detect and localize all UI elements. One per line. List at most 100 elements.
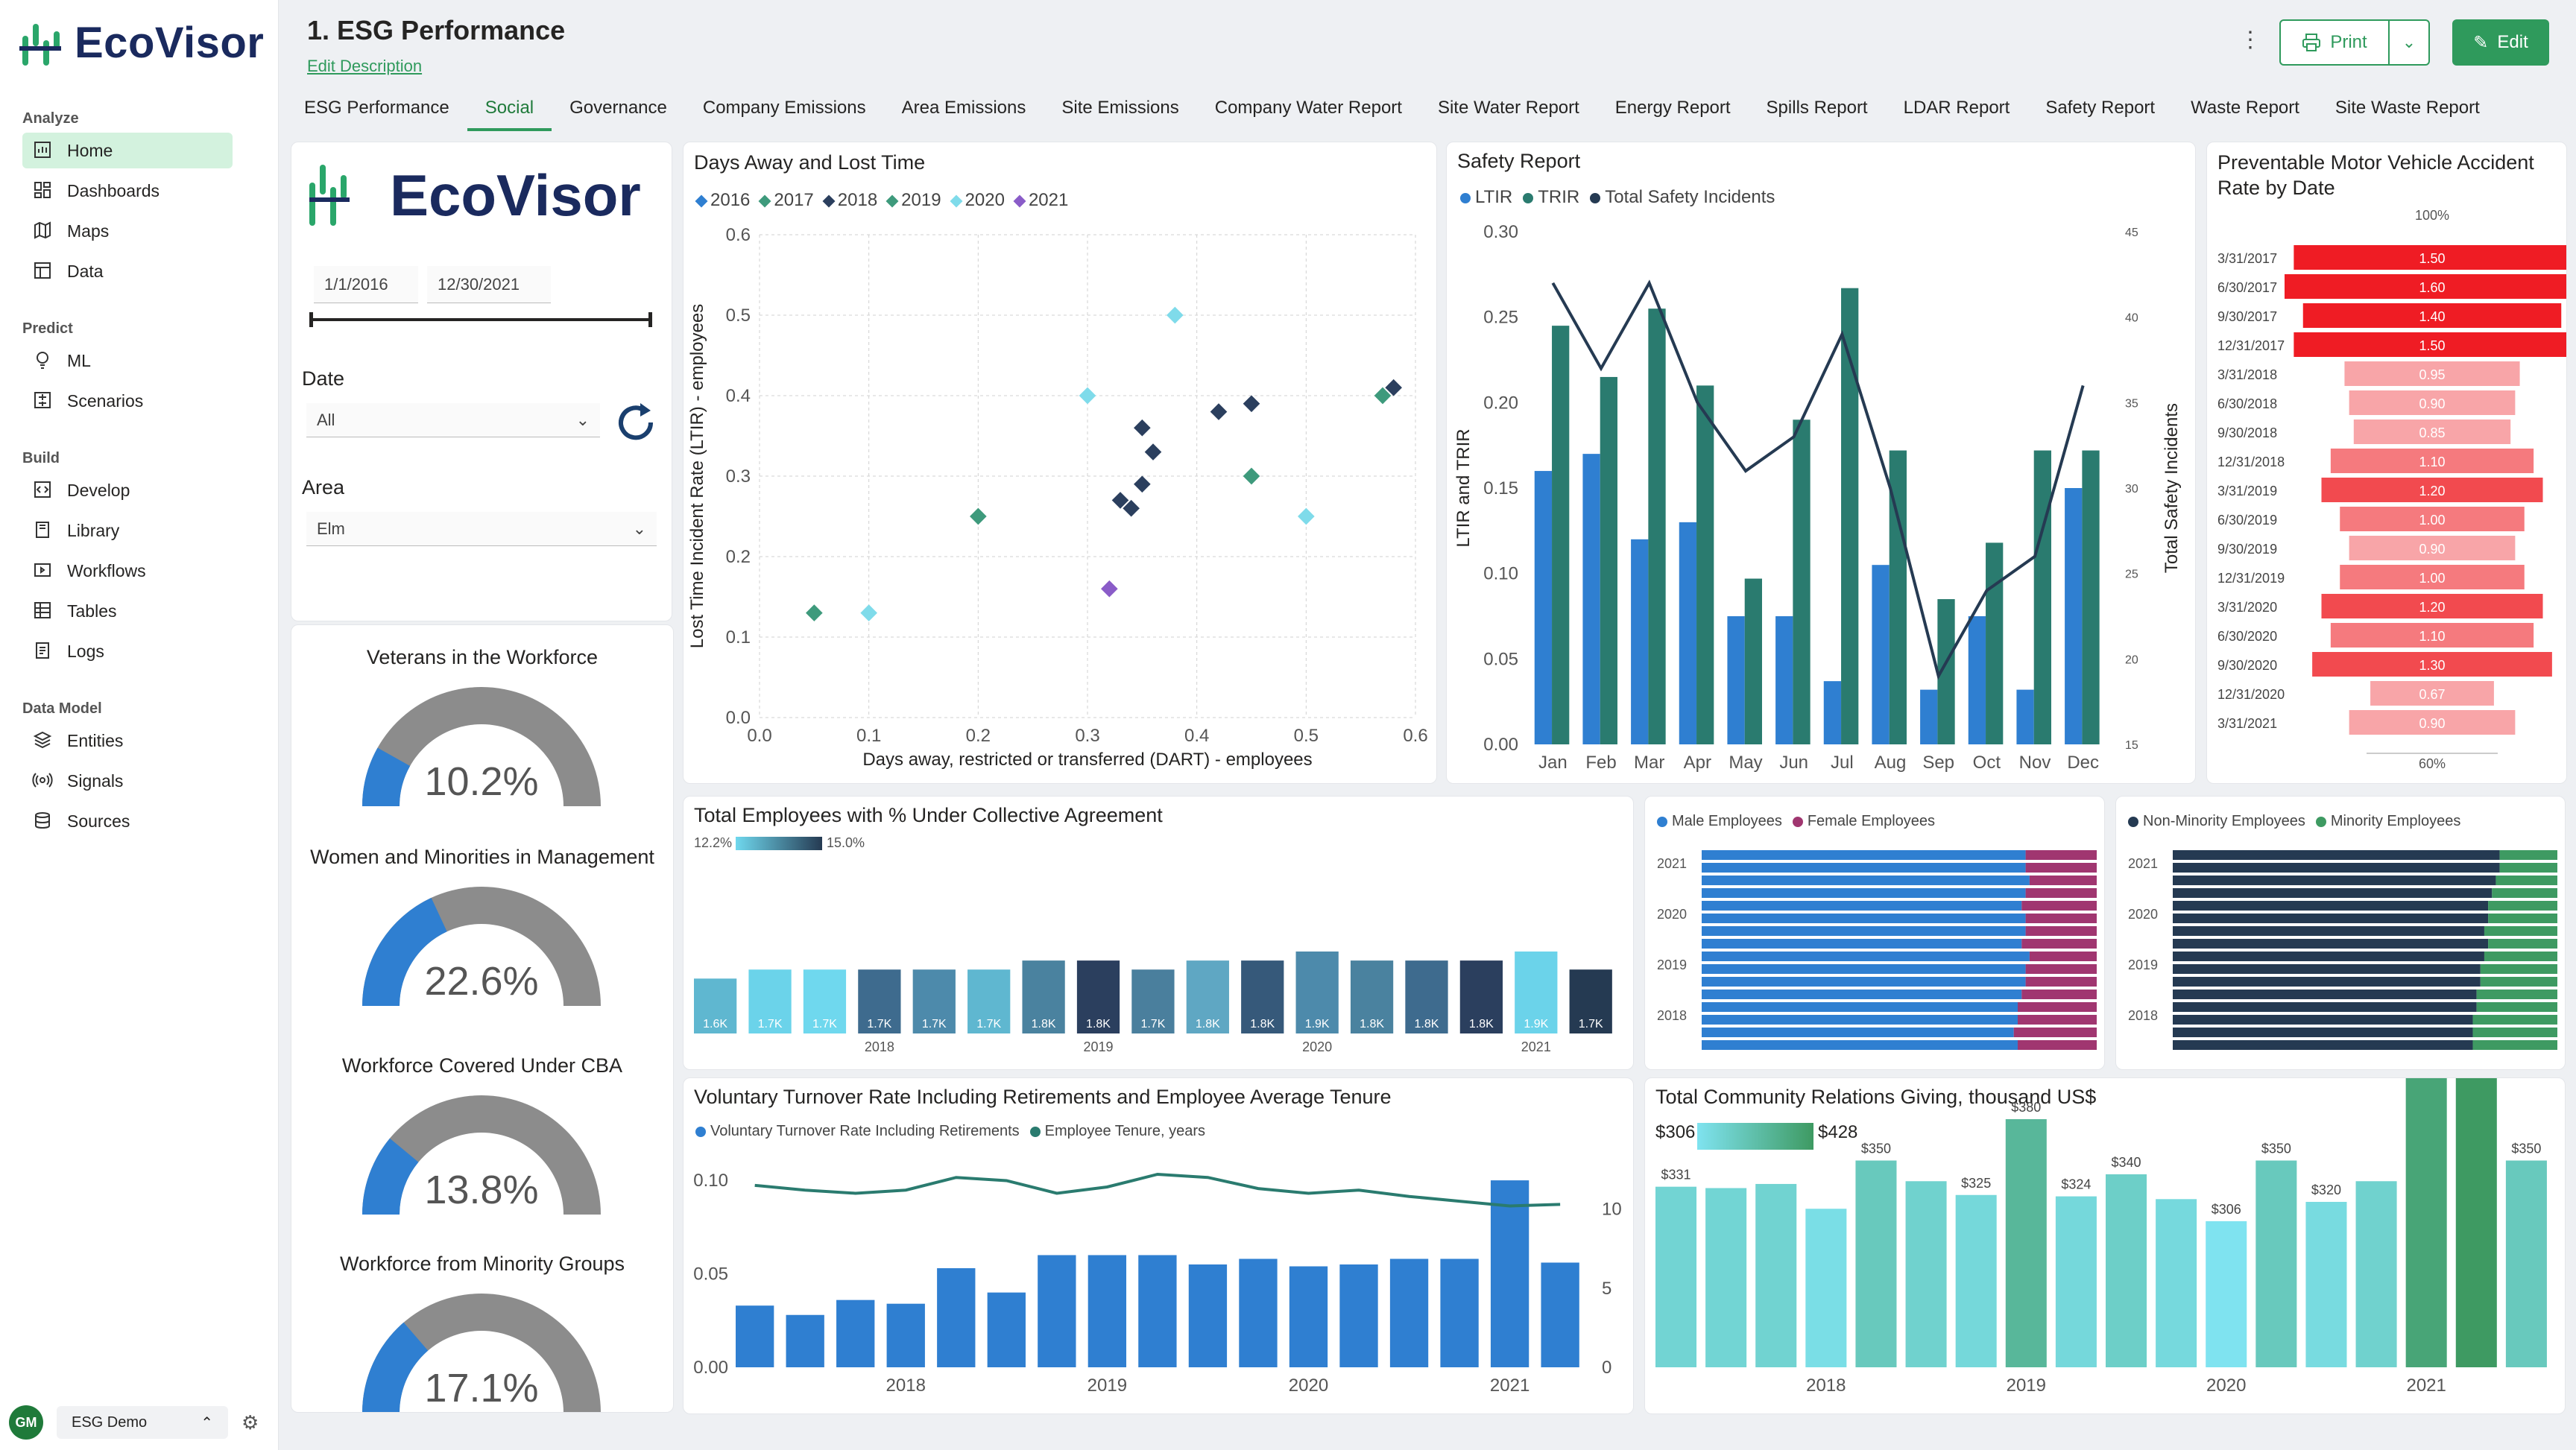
bar[interactable]: [1038, 1255, 1076, 1367]
bar[interactable]: [1552, 326, 1570, 745]
sidebar-item-develop[interactable]: Develop: [22, 472, 233, 508]
bar[interactable]: [803, 969, 847, 1033]
print-button[interactable]: Print: [2279, 19, 2390, 66]
bar[interactable]: [1186, 960, 1229, 1033]
legend-item[interactable]: Male Employees: [1657, 813, 1782, 830]
bar[interactable]: [2294, 332, 2567, 357]
bar[interactable]: [1805, 1209, 1847, 1367]
bar[interactable]: [1631, 539, 1649, 744]
bar[interactable]: [1744, 578, 1762, 744]
bar-segment[interactable]: [2025, 888, 2097, 898]
bar-segment[interactable]: [2018, 1015, 2097, 1025]
sidebar-item-data[interactable]: Data: [22, 253, 233, 289]
bar-segment[interactable]: [2018, 1040, 2097, 1050]
bar[interactable]: [2344, 361, 2520, 386]
legend-item[interactable]: 2019: [886, 190, 941, 211]
bar[interactable]: [1138, 1255, 1177, 1367]
bar[interactable]: [2321, 594, 2543, 618]
bar[interactable]: [2294, 245, 2567, 270]
bar-segment[interactable]: [1702, 850, 2026, 860]
bar[interactable]: [1339, 1264, 1378, 1367]
bar[interactable]: [2330, 449, 2534, 473]
bar-segment[interactable]: [2013, 1028, 2097, 1037]
bar[interactable]: [1582, 454, 1600, 744]
bar[interactable]: [786, 1314, 824, 1367]
bar[interactable]: [1705, 1188, 1747, 1368]
bar-segment[interactable]: [2488, 939, 2557, 949]
legend-item[interactable]: Non-Minority Employees: [2128, 813, 2305, 830]
bar-segment[interactable]: [1702, 926, 2026, 936]
bar-segment[interactable]: [2173, 863, 2500, 873]
bar[interactable]: [1775, 616, 1793, 744]
bar[interactable]: [1655, 1186, 1697, 1367]
bar-segment[interactable]: [1702, 939, 2022, 949]
legend-item[interactable]: Voluntary Turnover Rate Including Retire…: [695, 1123, 1020, 1140]
date-range-slider[interactable]: [309, 312, 652, 327]
bar-segment[interactable]: [1702, 876, 2030, 885]
tab-ldar-report[interactable]: LDAR Report: [1903, 98, 2010, 118]
bar[interactable]: [2302, 303, 2562, 328]
data-point[interactable]: [1134, 475, 1151, 493]
bar[interactable]: [1955, 1194, 1997, 1367]
bar-segment[interactable]: [2025, 850, 2097, 860]
bar[interactable]: [1131, 969, 1175, 1033]
bar-segment[interactable]: [2025, 964, 2097, 974]
data-point[interactable]: [1123, 499, 1140, 517]
sidebar-item-logs[interactable]: Logs: [22, 633, 233, 669]
bar-segment[interactable]: [2173, 850, 2500, 860]
bar-segment[interactable]: [2173, 1028, 2473, 1037]
data-point[interactable]: [1210, 403, 1228, 420]
bar[interactable]: [1823, 681, 1842, 744]
date-select[interactable]: All ⌄: [306, 403, 600, 437]
bar[interactable]: [2349, 536, 2516, 560]
bar-segment[interactable]: [2025, 977, 2097, 987]
bar-segment[interactable]: [2492, 888, 2557, 898]
bar-segment[interactable]: [2173, 1015, 2473, 1025]
bar[interactable]: [2340, 507, 2525, 531]
bar[interactable]: [2330, 623, 2534, 648]
bar[interactable]: [2206, 1221, 2247, 1367]
bar-segment[interactable]: [1702, 964, 2026, 974]
bar[interactable]: [1405, 960, 1448, 1033]
legend-item[interactable]: Female Employees: [1792, 813, 1935, 830]
tab-site-emissions[interactable]: Site Emissions: [1061, 98, 1179, 118]
bar[interactable]: [886, 1303, 925, 1367]
sidebar-item-workflows[interactable]: Workflows: [22, 553, 233, 589]
more-options-icon[interactable]: ⋮: [2239, 28, 2261, 52]
legend-item[interactable]: 2017: [758, 190, 814, 211]
bar-segment[interactable]: [2488, 901, 2557, 911]
incidents-line[interactable]: [1551, 279, 2085, 680]
data-point[interactable]: [1111, 492, 1129, 509]
bar-segment[interactable]: [1702, 952, 2030, 961]
legend-item[interactable]: Employee Tenure, years: [1029, 1123, 1205, 1140]
bar-segment[interactable]: [1702, 1040, 2018, 1050]
bar[interactable]: [1541, 1262, 1579, 1367]
bar-segment[interactable]: [2025, 863, 2097, 873]
bar-segment[interactable]: [2021, 901, 2097, 911]
bar[interactable]: [1600, 376, 1617, 744]
bar[interactable]: [1459, 960, 1503, 1033]
sidebar-item-sources[interactable]: Sources: [22, 803, 233, 839]
app-logo[interactable]: EcoVisor: [19, 18, 264, 68]
bar[interactable]: [1350, 960, 1394, 1033]
bar[interactable]: [1872, 565, 1890, 744]
bar-segment[interactable]: [2472, 1028, 2557, 1037]
bar-segment[interactable]: [1702, 863, 2026, 873]
bar[interactable]: [1696, 385, 1714, 744]
data-point[interactable]: [806, 604, 823, 621]
area-select[interactable]: Elm ⌄: [306, 512, 657, 546]
bar-segment[interactable]: [2021, 990, 2097, 999]
print-dropdown-button[interactable]: ⌄: [2388, 19, 2430, 66]
bar[interactable]: [1289, 1266, 1328, 1367]
bar[interactable]: [1679, 522, 1697, 744]
bar[interactable]: [2349, 710, 2516, 735]
bar-segment[interactable]: [2484, 926, 2557, 936]
bar[interactable]: [748, 969, 792, 1033]
bar[interactable]: [1534, 471, 1553, 744]
data-point[interactable]: [1298, 507, 1315, 525]
bar-segment[interactable]: [2025, 926, 2097, 936]
bar[interactable]: [736, 1305, 774, 1367]
bar[interactable]: [1755, 1183, 1797, 1367]
bar-segment[interactable]: [1702, 901, 2022, 911]
data-point[interactable]: [1243, 467, 1260, 485]
